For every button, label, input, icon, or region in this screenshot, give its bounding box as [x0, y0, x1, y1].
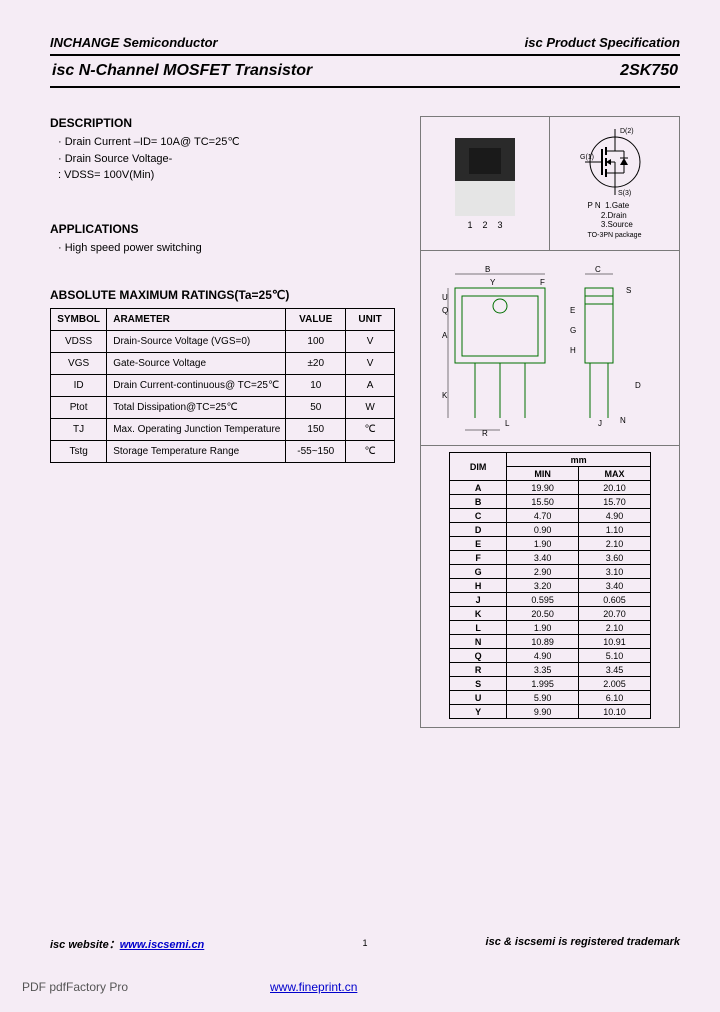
website-link[interactable]: www.iscsemi.cn	[120, 939, 205, 951]
dimension-row: U5.906.10	[450, 691, 651, 705]
description-line: · Drain Source Voltage-	[58, 151, 408, 168]
dimension-row: D0.901.10	[450, 523, 651, 537]
svg-text:D(2): D(2)	[620, 128, 634, 135]
header-row: INCHANGE Semiconductor isc Product Speci…	[50, 35, 680, 50]
ratings-row: VGSGate-Source Voltage±20V	[51, 353, 395, 375]
ratings-col-symbol: SYMBOL	[51, 309, 107, 331]
dimension-row: N10.8910.91	[450, 635, 651, 649]
dim-max: MAX	[579, 467, 651, 481]
svg-text:B: B	[485, 265, 490, 274]
svg-text:F: F	[540, 278, 545, 287]
description-line: · Drain Current –ID= 10A@ TC=25℃	[58, 134, 408, 151]
dimension-row: Q4.905.10	[450, 649, 651, 663]
ratings-row: PtotTotal Dissipation@TC=25℃50W	[51, 397, 395, 419]
dimension-table: DIM mm MIN MAX A19.9020.10B15.5015.70C4.…	[449, 452, 651, 719]
dim-unit: mm	[507, 453, 651, 467]
svg-text:L: L	[505, 419, 510, 428]
mosfet-symbol-svg: D(2) G(1) S(3)	[580, 127, 650, 197]
lead-1: 1	[467, 220, 472, 230]
ratings-row: VDSSDrain-Source Voltage (VGS=0)100V	[51, 331, 395, 353]
description-line: : VDSS= 100V(Min)	[58, 167, 408, 184]
doc-type: isc Product Specification	[525, 35, 680, 50]
description-heading: DESCRIPTION	[50, 116, 408, 130]
dimension-row: L1.902.10	[450, 621, 651, 635]
svg-text:U: U	[442, 293, 448, 302]
svg-text:C: C	[595, 265, 601, 274]
outline-svg: B Y F C S U Q A E G H K L J R N D	[430, 258, 670, 438]
ratings-col-param: ARAMETER	[107, 309, 286, 331]
dimension-row: B15.5015.70	[450, 495, 651, 509]
dimension-row: A19.9020.10	[450, 481, 651, 495]
dimension-row: J0.5950.605	[450, 593, 651, 607]
ratings-row: IDDrain Current-continuous@ TC=25℃10A	[51, 375, 395, 397]
right-column: 1 2 3	[420, 116, 680, 728]
svg-text:R: R	[482, 429, 488, 438]
svg-text:Q: Q	[442, 306, 448, 315]
svg-text:S: S	[626, 286, 631, 295]
content-area: DESCRIPTION · Drain Current –ID= 10A@ TC…	[50, 116, 680, 728]
svg-text:S(3): S(3)	[618, 190, 631, 197]
page-number: 1	[362, 938, 367, 948]
description-block: DESCRIPTION · Drain Current –ID= 10A@ TC…	[50, 116, 408, 184]
pdf-generator: PDF pdfFactory Pro	[22, 980, 128, 994]
product-title: isc N-Channel MOSFET Transistor	[52, 62, 312, 80]
lead-numbers: 1 2 3	[467, 220, 502, 230]
footer-left: isc website：www.iscsemi.cn	[50, 936, 204, 952]
dimension-row: S1.9952.005	[450, 677, 651, 691]
svg-text:H: H	[570, 346, 576, 355]
ratings-table: SYMBOL ARAMETER VALUE UNIT VDSSDrain-Sou…	[50, 308, 395, 463]
part-number: 2SK750	[620, 62, 678, 80]
company-name: INCHANGE Semiconductor	[50, 35, 218, 50]
package-photo: 1 2 3	[421, 117, 550, 250]
applications-block: APPLICATIONS · High speed power switchin…	[50, 222, 408, 257]
svg-text:G: G	[570, 326, 576, 335]
svg-text:D: D	[635, 381, 641, 390]
svg-text:A: A	[442, 331, 448, 340]
ratings-row: TJMax. Operating Junction Temperature150…	[51, 419, 395, 441]
svg-text:J: J	[598, 419, 602, 428]
footer: isc website：www.iscsemi.cn 1 isc & iscse…	[50, 936, 680, 952]
dimension-row: F3.403.60	[450, 551, 651, 565]
ratings-col-unit: UNIT	[346, 309, 395, 331]
applications-heading: APPLICATIONS	[50, 222, 408, 236]
dim-col: DIM	[450, 453, 507, 481]
transistor-photo	[455, 138, 515, 216]
dimension-row: K20.5020.70	[450, 607, 651, 621]
ratings-row: TstgStorage Temperature Range-55~150℃	[51, 441, 395, 463]
left-column: DESCRIPTION · Drain Current –ID= 10A@ TC…	[50, 116, 408, 728]
ratings-heading: ABSOLUTE MAXIMUM RATINGS(Ta=25℃)	[50, 288, 408, 302]
dimension-row: H3.203.40	[450, 579, 651, 593]
svg-text:K: K	[442, 391, 448, 400]
dimension-table-wrap: DIM mm MIN MAX A19.9020.10B15.5015.70C4.…	[420, 446, 680, 728]
symbol-box: D(2) G(1) S(3) P N 1.Gate 2.Drain 3.Sour…	[550, 117, 679, 250]
dimension-row: C4.704.90	[450, 509, 651, 523]
outline-drawing: B Y F C S U Q A E G H K L J R N D	[420, 251, 680, 446]
svg-text:N: N	[620, 416, 626, 425]
footer-right: isc & iscsemi is registered trademark	[486, 936, 680, 952]
package-top: 1 2 3	[420, 116, 680, 251]
lead-3: 3	[498, 220, 503, 230]
pdf-link[interactable]: www.fineprint.cn	[270, 980, 357, 994]
dimension-row: E1.902.10	[450, 537, 651, 551]
dim-min: MIN	[507, 467, 579, 481]
svg-text:Y: Y	[490, 278, 496, 287]
ratings-col-value: VALUE	[286, 309, 346, 331]
dimension-row: R3.353.45	[450, 663, 651, 677]
lead-2: 2	[482, 220, 487, 230]
dimension-row: Y9.9010.10	[450, 705, 651, 719]
svg-text:E: E	[570, 306, 575, 315]
title-row: isc N-Channel MOSFET Transistor 2SK750	[50, 54, 680, 88]
pin-text: P N 1.Gate 2.Drain 3.Source TO-3PN packa…	[588, 201, 642, 240]
applications-line: · High speed power switching	[58, 240, 408, 257]
svg-text:G(1): G(1)	[580, 154, 594, 161]
dimension-row: G2.903.10	[450, 565, 651, 579]
